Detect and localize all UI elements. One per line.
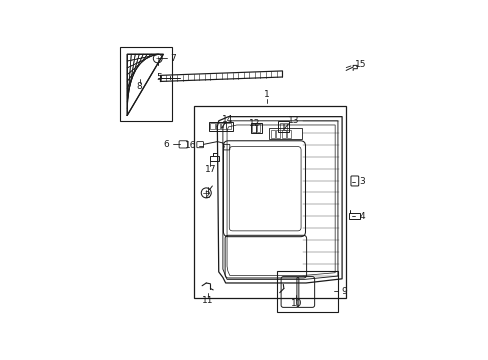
Bar	[348, 213, 359, 219]
Bar	[270, 130, 274, 138]
Text: 2: 2	[204, 191, 210, 200]
Bar	[281, 130, 285, 138]
Text: 1: 1	[264, 90, 269, 99]
Bar	[193, 105, 346, 298]
Text: 12: 12	[248, 119, 260, 128]
Bar	[268, 128, 301, 139]
Bar	[208, 122, 232, 131]
Text: 6: 6	[163, 140, 169, 149]
Text: 3: 3	[359, 177, 364, 186]
Bar	[278, 121, 288, 132]
Bar	[286, 130, 291, 138]
Text: 5: 5	[156, 73, 162, 82]
Bar	[216, 123, 220, 129]
Text: 8: 8	[137, 82, 142, 91]
Bar	[120, 48, 171, 121]
Bar	[250, 123, 262, 133]
Text: 17: 17	[204, 165, 216, 174]
Bar	[276, 130, 280, 138]
Bar	[280, 123, 282, 130]
Bar	[284, 123, 286, 130]
Text: 13: 13	[287, 116, 299, 125]
Bar	[221, 123, 225, 129]
Text: 16: 16	[184, 141, 196, 150]
Bar	[210, 123, 214, 129]
Bar	[210, 156, 219, 161]
Text: 11: 11	[202, 296, 213, 305]
Text: 9: 9	[341, 287, 346, 296]
Bar	[226, 123, 230, 129]
Text: 10: 10	[290, 299, 302, 308]
Bar	[276, 270, 337, 312]
Text: 4: 4	[359, 212, 364, 221]
Text: 15: 15	[354, 60, 366, 69]
Text: 14: 14	[222, 115, 233, 124]
Bar	[256, 125, 260, 132]
Bar	[252, 125, 255, 132]
Text: 7: 7	[170, 54, 176, 63]
